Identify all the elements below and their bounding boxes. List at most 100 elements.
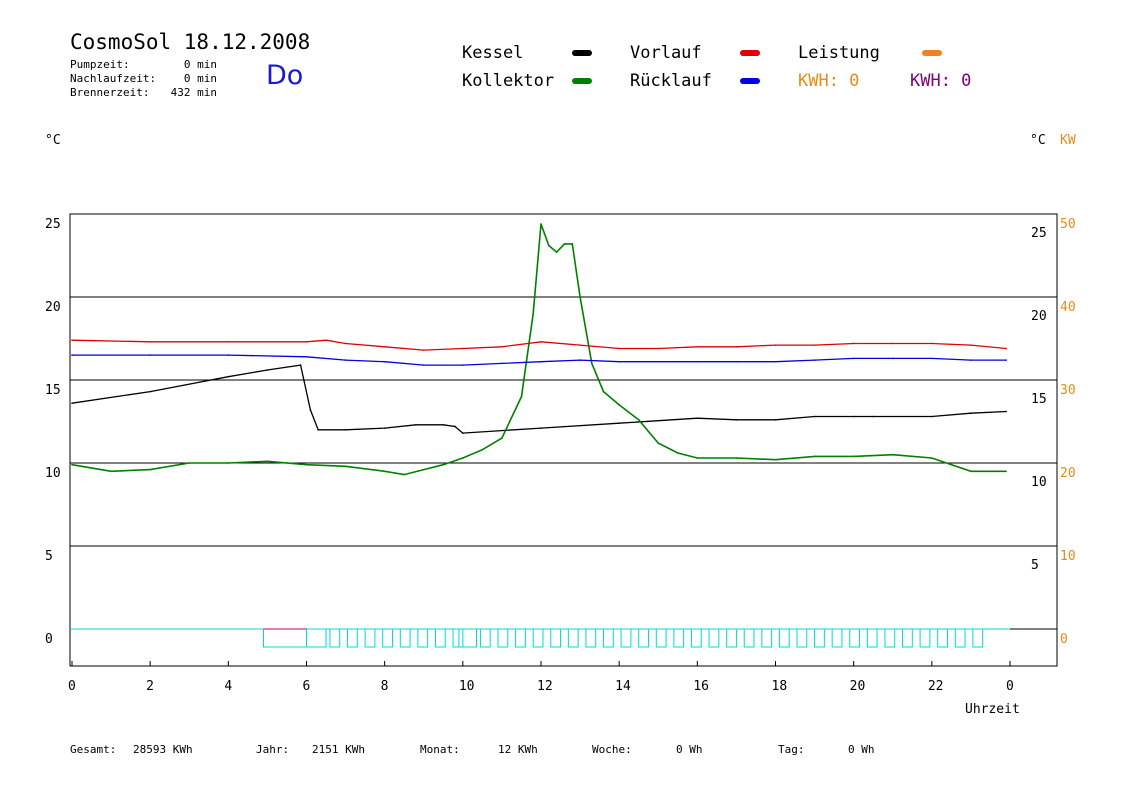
brennerzeit-label: Brennerzeit: bbox=[70, 86, 150, 99]
data-point bbox=[872, 415, 875, 418]
left-unit-label: °C bbox=[45, 133, 61, 148]
data-point bbox=[852, 455, 855, 458]
status-box bbox=[263, 628, 307, 648]
data-point bbox=[657, 347, 660, 350]
status-box bbox=[399, 628, 411, 648]
data-point bbox=[442, 463, 445, 466]
data-point bbox=[227, 462, 230, 464]
legend-ruecklauf-swatch bbox=[740, 78, 760, 84]
y-tick-right-kw: 10 bbox=[1060, 549, 1076, 564]
status-box bbox=[567, 628, 579, 648]
data-point bbox=[774, 419, 777, 421]
data-point bbox=[657, 360, 660, 363]
data-point bbox=[71, 339, 73, 341]
data-point bbox=[383, 470, 386, 473]
data-point bbox=[325, 339, 327, 341]
legend-kessel-label: Kessel bbox=[462, 43, 524, 63]
data-point bbox=[852, 357, 855, 360]
data-point bbox=[422, 349, 425, 351]
data-point bbox=[481, 448, 484, 451]
data-point bbox=[227, 375, 230, 378]
plot-frame bbox=[69, 213, 1058, 667]
data-point bbox=[618, 404, 620, 406]
status-box bbox=[743, 628, 755, 648]
status-box bbox=[655, 628, 667, 648]
data-point bbox=[970, 470, 972, 473]
right-unit-kw-label: KW bbox=[1060, 133, 1076, 148]
series-line-kollektor bbox=[71, 223, 1007, 476]
status-box bbox=[919, 628, 931, 648]
status-box bbox=[434, 628, 446, 648]
status-box bbox=[603, 628, 614, 648]
data-point bbox=[931, 415, 933, 418]
data-point bbox=[931, 457, 933, 459]
data-point bbox=[149, 390, 151, 393]
status-box bbox=[364, 628, 376, 648]
status-box bbox=[452, 628, 464, 648]
status-box bbox=[417, 628, 429, 648]
weekday-label: Do bbox=[266, 60, 304, 91]
x-tick-label: 10 bbox=[459, 679, 475, 694]
status-box bbox=[515, 628, 526, 648]
data-point bbox=[602, 390, 605, 393]
y-tick-right-kw: 50 bbox=[1060, 217, 1076, 232]
status-box bbox=[761, 628, 773, 648]
data-point bbox=[540, 223, 542, 225]
data-point bbox=[454, 425, 456, 428]
data-point bbox=[891, 357, 894, 360]
data-point bbox=[540, 360, 542, 363]
data-point bbox=[317, 429, 320, 431]
data-point bbox=[813, 455, 816, 458]
monat-label: Monat: bbox=[420, 743, 460, 756]
gesamt-label: Gesamt: bbox=[70, 743, 117, 756]
legend-leistung-label: Leistung bbox=[798, 43, 880, 63]
data-point bbox=[852, 415, 855, 418]
monat-value: 12 KWh bbox=[498, 743, 538, 756]
data-point bbox=[774, 344, 777, 346]
status-box bbox=[532, 628, 544, 648]
y-tick-left: 25 bbox=[45, 217, 61, 232]
data-point bbox=[305, 341, 308, 343]
data-point bbox=[344, 465, 347, 468]
data-point bbox=[110, 470, 112, 473]
y-tick-right-c: 25 bbox=[1031, 226, 1047, 241]
data-point bbox=[532, 312, 534, 315]
data-point bbox=[774, 360, 777, 363]
data-point bbox=[266, 369, 269, 371]
y-tick-left: 0 bbox=[45, 632, 53, 647]
status-box bbox=[814, 628, 825, 648]
data-point bbox=[563, 243, 566, 245]
y-tick-right-kw: 0 bbox=[1060, 632, 1068, 647]
data-point bbox=[931, 357, 933, 360]
data-point bbox=[735, 346, 738, 348]
y-tick-right-kw: 40 bbox=[1060, 300, 1076, 315]
data-point bbox=[696, 360, 699, 363]
legend-kollektor-label: Kollektor bbox=[462, 71, 555, 91]
data-point bbox=[383, 360, 386, 363]
status-box bbox=[458, 628, 478, 648]
x-tick-label: 0 bbox=[1006, 679, 1014, 694]
status-box bbox=[497, 628, 509, 648]
y-tick-right-c: 5 bbox=[1031, 558, 1039, 573]
status-box bbox=[831, 628, 843, 648]
data-point bbox=[305, 463, 308, 466]
data-point bbox=[71, 402, 73, 405]
status-box bbox=[972, 628, 984, 648]
kwh-purple-label: KWH: 0 bbox=[910, 71, 972, 91]
data-point bbox=[931, 342, 933, 345]
data-point bbox=[422, 364, 425, 366]
data-point bbox=[813, 344, 816, 346]
data-point bbox=[657, 442, 660, 444]
data-point bbox=[676, 452, 679, 454]
series-line-kessel bbox=[71, 364, 1007, 434]
y-tick-right-c: 10 bbox=[1031, 475, 1047, 490]
data-point bbox=[462, 457, 464, 459]
status-box bbox=[884, 628, 896, 648]
data-point bbox=[1005, 347, 1007, 350]
data-point bbox=[735, 360, 738, 363]
gesamt-value: 28593 KWh bbox=[133, 743, 193, 756]
x-tick-label: 4 bbox=[224, 679, 232, 694]
x-tick-label: 16 bbox=[693, 679, 709, 694]
data-point bbox=[501, 362, 503, 365]
data-point bbox=[891, 453, 894, 456]
